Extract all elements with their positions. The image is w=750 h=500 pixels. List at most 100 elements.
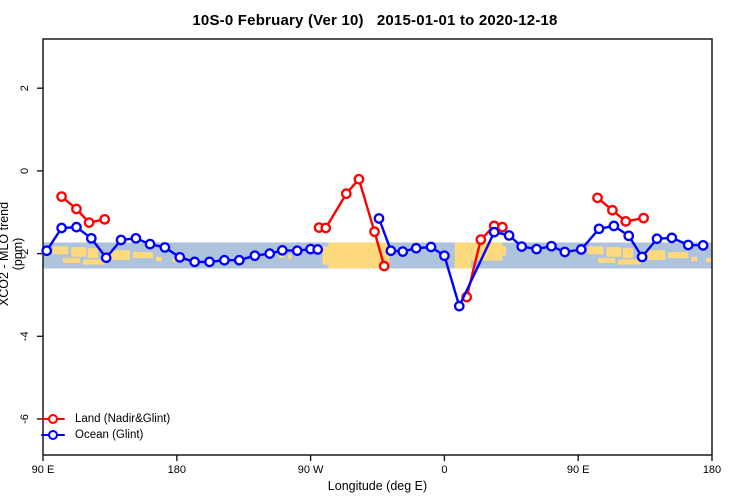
land-series-point	[369, 226, 380, 238]
map-band-land-patch	[645, 250, 666, 260]
land-series-swatch	[41, 412, 65, 425]
x-tick-label: 90 W	[298, 464, 324, 476]
ocean-series-swatch	[41, 428, 65, 441]
ocean-series-point	[488, 226, 500, 238]
land-series-point	[638, 212, 649, 224]
ocean-series-point	[291, 245, 303, 257]
land-series-point	[56, 191, 67, 202]
land-series-point	[99, 213, 111, 225]
ocean-series-point	[651, 233, 663, 245]
ocean-series-point	[503, 230, 515, 241]
land-series-line	[596, 196, 645, 223]
y-tick-label: -6	[19, 414, 31, 424]
land-series-point	[340, 188, 352, 200]
land-series-point	[83, 217, 95, 228]
map-band-land-patch	[454, 242, 472, 269]
legend-item-land: Land (Nadir&Glint)	[41, 412, 170, 425]
y-axis-label: XCO2 - MLO trend (ppm)	[0, 201, 25, 307]
ocean-series-point	[115, 234, 127, 246]
land-series-point	[353, 173, 365, 185]
map-band-land-patch	[288, 254, 292, 260]
map-band-land-patch	[691, 256, 698, 262]
ocean-series-point	[531, 243, 542, 255]
land-series-point	[320, 222, 332, 234]
ocean-series-point	[249, 250, 261, 262]
ocean-series-point	[439, 250, 450, 262]
legend-label-land: Land (Nadir&Glint)	[75, 412, 171, 425]
map-band-land-patch	[83, 259, 107, 265]
map-band-land-patch	[132, 252, 154, 259]
x-tick-label: 180	[168, 464, 186, 476]
x-axis-label: Longitude (deg E)	[327, 479, 428, 493]
ocean-series-point	[623, 230, 635, 242]
map-band-land-patch	[587, 246, 604, 255]
ocean-series-point	[453, 300, 465, 312]
ocean-series-point	[559, 246, 571, 258]
ocean-series-point	[373, 213, 385, 224]
ocean-series-point	[100, 252, 112, 264]
ocean-series-line	[377, 217, 705, 308]
land-series-point	[378, 260, 390, 272]
ocean-series-point	[219, 254, 230, 266]
map-band-land-patch	[322, 246, 329, 265]
map-band-land-patch	[87, 248, 99, 259]
ocean-series-point	[130, 232, 142, 244]
ocean-series-point	[312, 244, 324, 255]
land-series-point	[475, 234, 487, 245]
y-tick-label: -2	[19, 249, 31, 259]
land-series-point	[592, 192, 603, 204]
ocean-series-point	[666, 232, 678, 244]
ocean-series-point	[233, 254, 245, 266]
ocean-series-point	[516, 241, 528, 252]
ocean-series-point	[56, 222, 67, 234]
map-band-land-patch	[618, 259, 642, 265]
land-series-line	[60, 195, 106, 224]
ocean-series-point	[71, 221, 82, 233]
chart-title: 10S-0 February (Ver 10) 2015-01-01 to 20…	[192, 12, 558, 29]
ocean-series-point	[41, 245, 53, 257]
map-band-land-patch	[155, 256, 162, 262]
ocean-series-point	[697, 239, 709, 251]
ocean-circle-icon	[48, 429, 58, 440]
land-series-point	[71, 203, 82, 215]
legend-item-ocean: Ocean (Glint)	[41, 428, 170, 441]
map-band-land-patch	[502, 246, 507, 256]
map-band-land-patch	[622, 248, 634, 259]
map-band-land-patch	[606, 247, 622, 257]
map-band-land-patch	[71, 247, 87, 257]
map-band-land-patch	[706, 258, 712, 262]
ocean-series-point	[85, 232, 97, 244]
ocean-series-point	[264, 248, 276, 259]
ocean-series-point	[425, 241, 437, 253]
legend: Land (Nadir&Glint) Ocean (Glint)	[41, 412, 170, 444]
ocean-series-point	[546, 240, 557, 252]
ocean-series-point	[575, 244, 587, 255]
ocean-series-point	[410, 242, 422, 254]
x-tick-label: 180	[703, 464, 721, 476]
y-tick-label: 0	[19, 168, 31, 174]
ocean-series-point	[144, 238, 156, 250]
y-tick-label: -4	[19, 331, 31, 341]
land-series-point	[620, 216, 632, 227]
map-band-land-patch	[109, 250, 130, 260]
legend-label-ocean: Ocean (Glint)	[75, 428, 144, 441]
ocean-series-point	[593, 223, 605, 235]
map-band-land-patch	[63, 258, 81, 263]
ocean-series-point	[682, 239, 694, 251]
land-series-point	[607, 204, 618, 216]
ocean-series-point	[174, 251, 186, 263]
ocean-series-point	[636, 251, 648, 263]
ocean-series-point	[385, 245, 397, 257]
ocean-series-point	[277, 244, 288, 256]
map-band-land-patch	[598, 258, 616, 263]
map-band-land-patch	[52, 246, 69, 255]
land-circle-icon	[48, 413, 58, 424]
ocean-series-point	[608, 220, 620, 232]
ocean-series-point	[159, 242, 171, 253]
ocean-series-point	[397, 246, 409, 257]
x-tick-label: 90 E	[567, 464, 590, 476]
x-tick-label: 0	[441, 464, 447, 476]
y-tick-label: 2	[19, 85, 31, 91]
